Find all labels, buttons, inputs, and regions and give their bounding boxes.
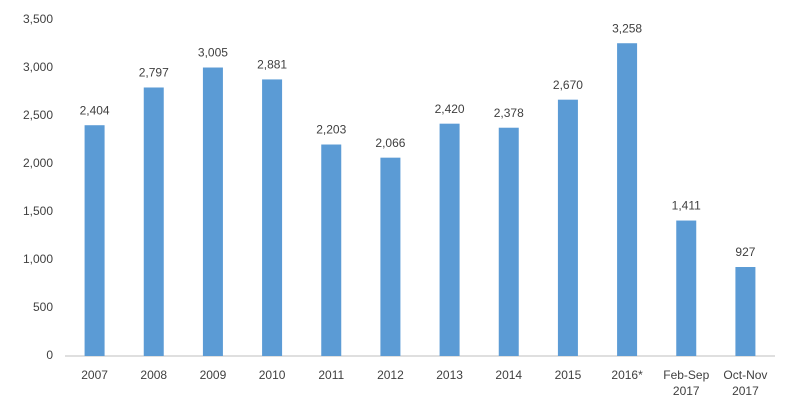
value-label: 2,670	[553, 78, 583, 92]
x-tick-label: 2009	[200, 368, 227, 382]
value-label: 3,005	[198, 46, 228, 60]
value-label: 2,378	[494, 106, 524, 120]
value-label: 2,797	[139, 66, 169, 80]
bar	[617, 43, 638, 357]
bar	[84, 125, 105, 356]
y-tick-label: 3,500	[23, 12, 53, 26]
value-label: 2,066	[375, 136, 405, 150]
value-label: 2,881	[257, 58, 287, 72]
bar	[262, 79, 283, 356]
value-label: 2,404	[80, 103, 110, 117]
value-label: 1,411	[672, 199, 701, 213]
bar	[498, 127, 519, 356]
x-tick-label: 2012	[377, 368, 404, 382]
y-tick-label: 1,500	[23, 204, 53, 218]
y-tick-label: 1,000	[23, 252, 53, 266]
bar	[676, 220, 697, 356]
value-label: 927	[735, 245, 755, 259]
x-tick-label: Oct-Nov 2017	[723, 368, 767, 398]
bar	[321, 144, 342, 356]
bar	[735, 267, 756, 356]
x-tick-label: 2015	[555, 368, 582, 382]
bar	[439, 123, 460, 357]
y-tick-label: 0	[46, 348, 53, 362]
bar	[202, 67, 223, 357]
x-tick-label: 2010	[259, 368, 286, 382]
y-tick-label: 2,000	[23, 156, 53, 170]
x-tick-label: 2007	[81, 368, 108, 382]
value-label: 2,420	[435, 102, 465, 116]
bar	[557, 99, 578, 357]
x-tick-label: 2016*	[611, 368, 643, 382]
x-tick-label: 2011	[318, 368, 344, 382]
x-tick-label: Feb-Sep 2017	[663, 368, 709, 398]
y-tick-label: 3,000	[23, 60, 53, 74]
x-tick-label: 2008	[140, 368, 167, 382]
y-tick-label: 500	[33, 300, 53, 314]
bar	[380, 157, 401, 356]
x-tick-label: 2014	[495, 368, 522, 382]
bar	[143, 87, 164, 356]
value-label: 3,258	[612, 21, 642, 35]
y-tick-label: 2,500	[23, 108, 53, 122]
value-label: 2,203	[316, 123, 346, 137]
x-tick-label: 2013	[436, 368, 463, 382]
